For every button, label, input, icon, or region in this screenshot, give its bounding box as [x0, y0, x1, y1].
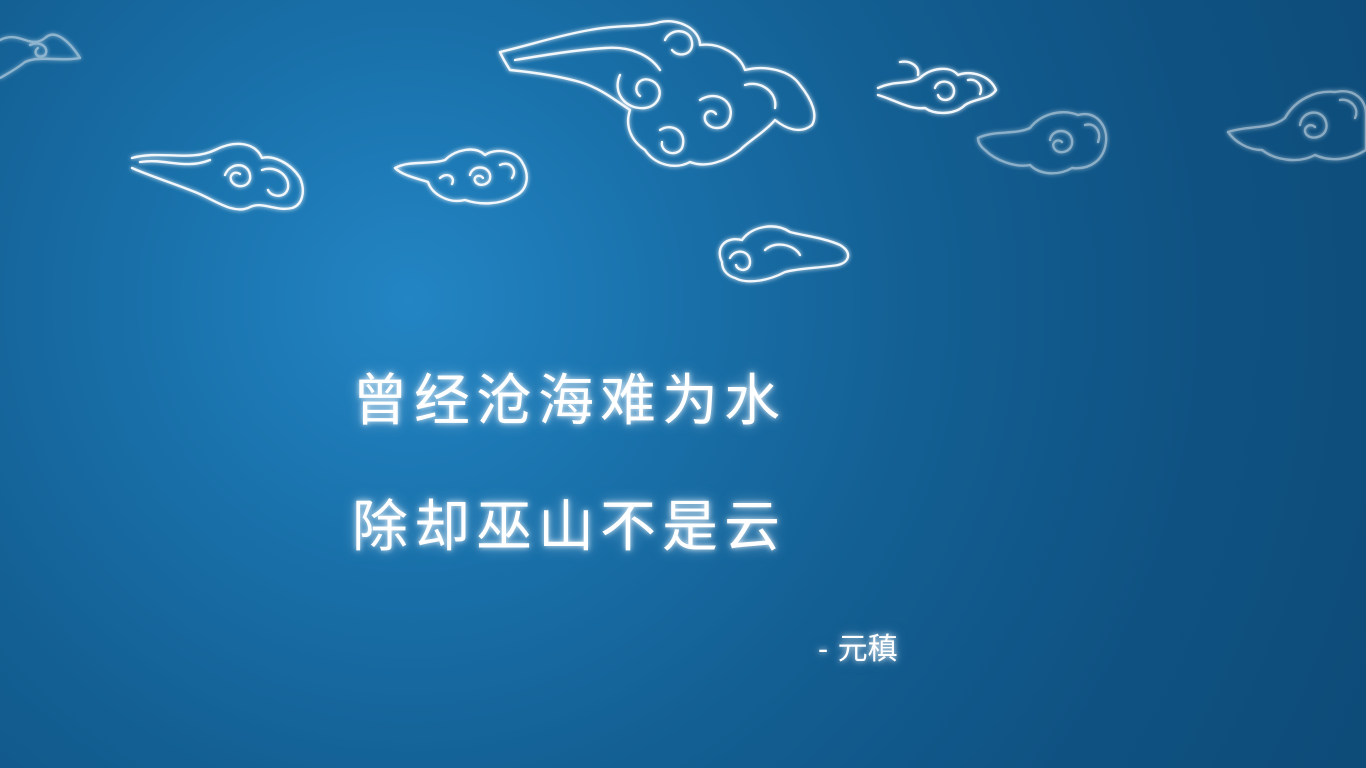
cloud-icon — [876, 60, 998, 115]
cloud-icon — [498, 20, 816, 167]
cloud-icon — [0, 33, 82, 80]
cloud-icon — [130, 142, 304, 211]
poem-line-1: 曾经沧海难为水 — [352, 369, 786, 434]
poem-author: - 元稹 — [818, 632, 898, 667]
cloud-icon — [1226, 90, 1366, 162]
cloud-icon — [976, 111, 1108, 175]
cloud-icon — [718, 225, 850, 283]
poem-line-2: 除却巫山不是云 — [352, 495, 786, 560]
cloud-icon — [393, 148, 528, 205]
